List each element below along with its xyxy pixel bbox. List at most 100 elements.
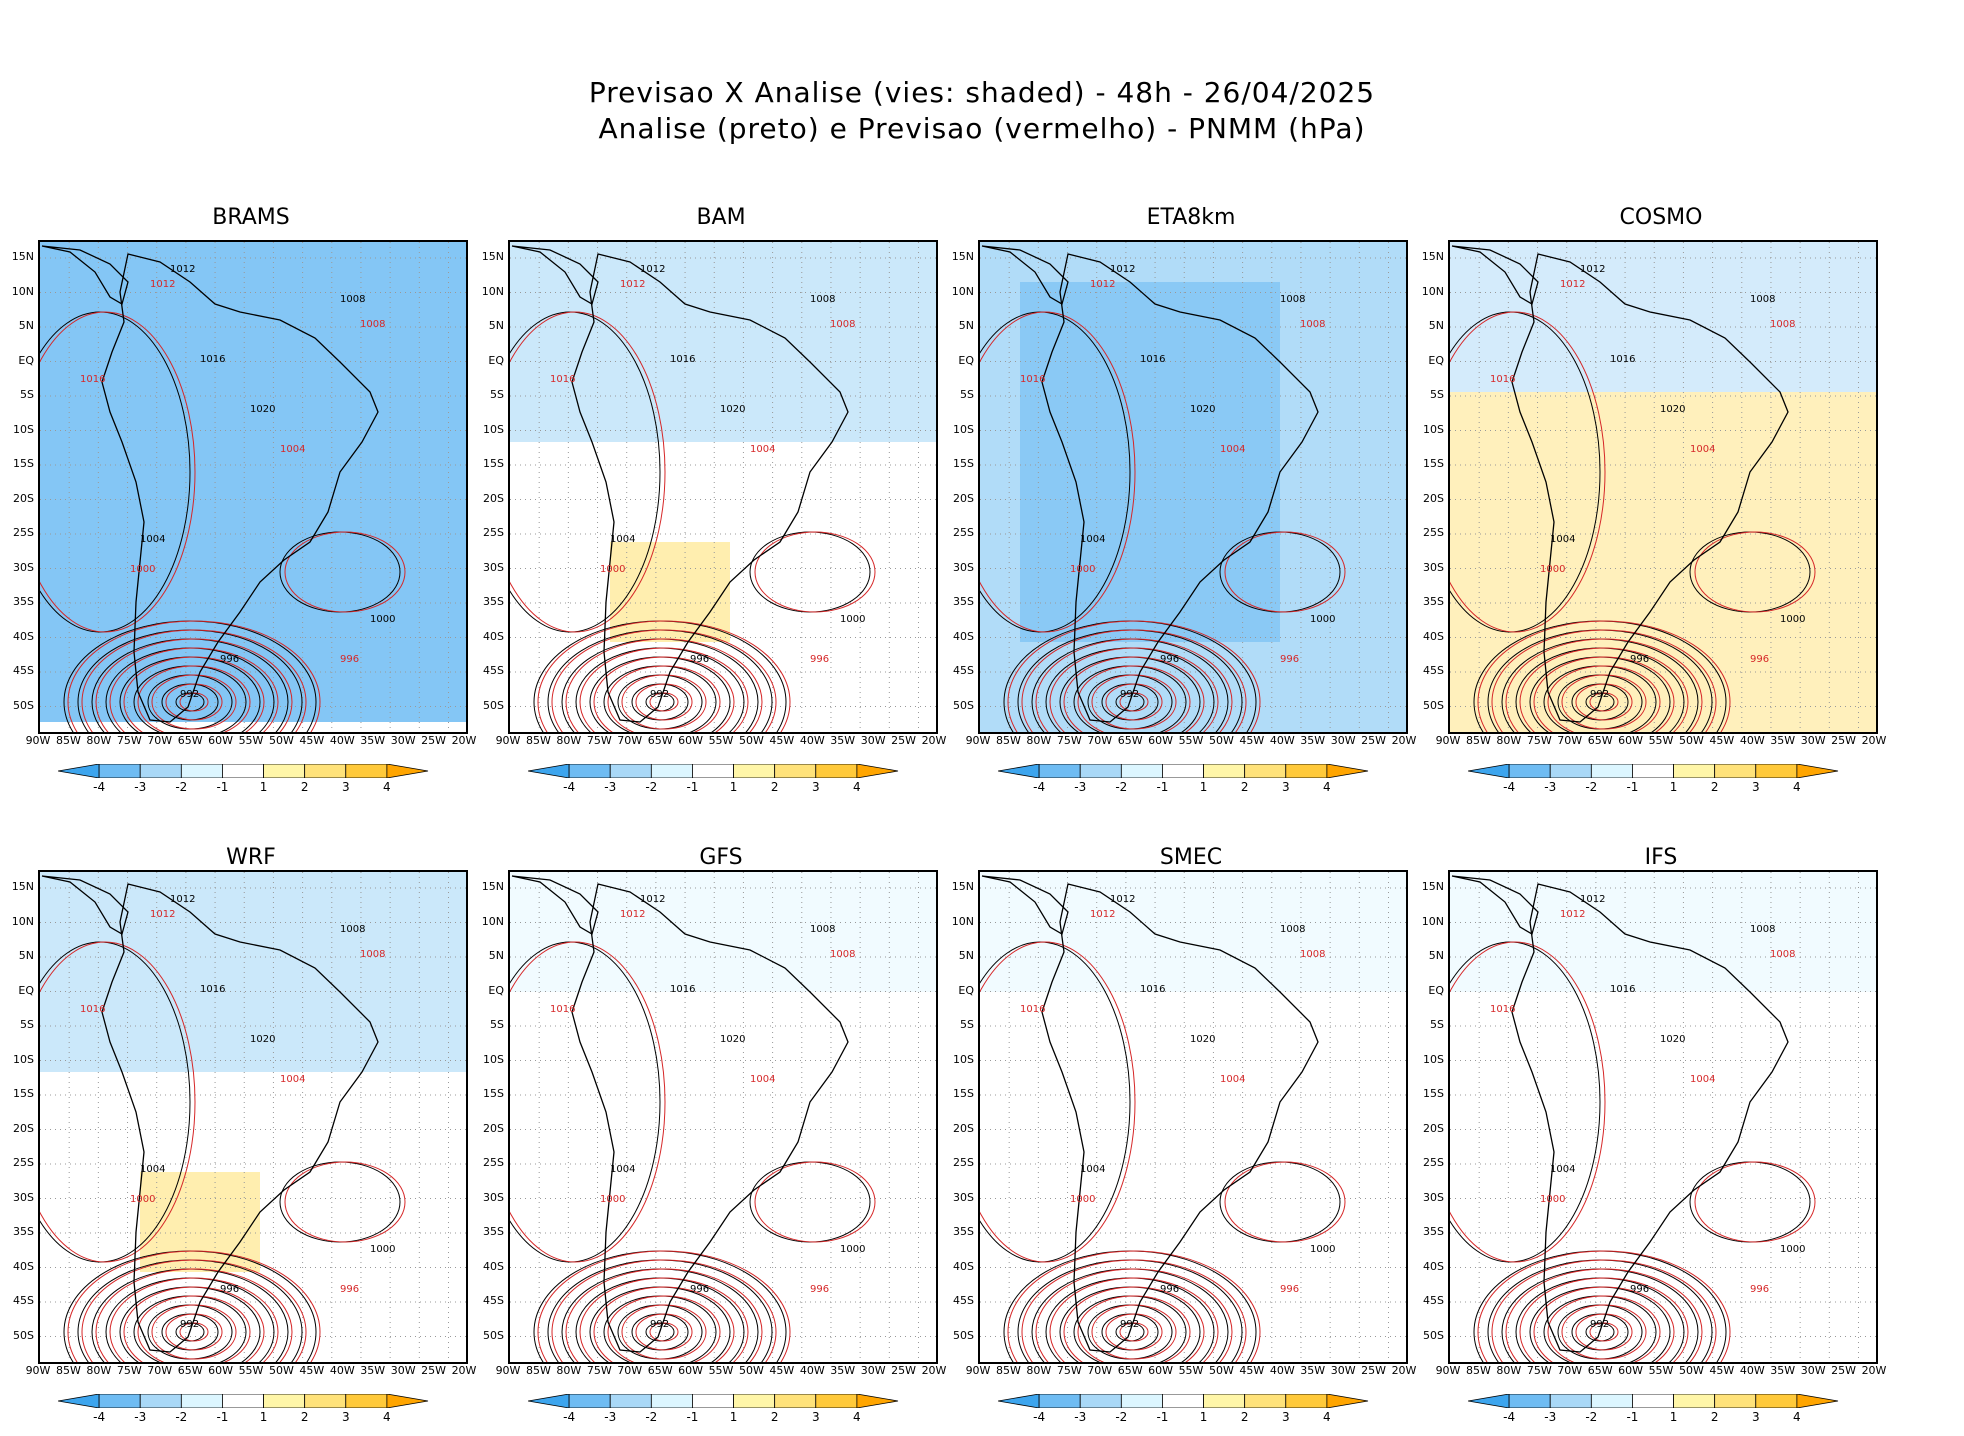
lon-tick-label: 40W	[329, 734, 355, 747]
forecast-contour-label: 1008	[360, 949, 385, 960]
colorbar-label: -2	[175, 780, 188, 794]
lat-tick-label: 30S	[1423, 1190, 1444, 1204]
colorbar	[1468, 1394, 1839, 1408]
isobar	[1063, 656, 1205, 732]
figure-subtitle: Analise (preto) e Previsao (vermelho) - …	[598, 112, 1366, 145]
coastline	[1041, 883, 1319, 1353]
analysis-contour-label: 1000	[840, 614, 865, 625]
analysis-contour-label: 996	[1160, 654, 1179, 665]
lat-tick-label: 45S	[483, 1294, 504, 1307]
isobar	[1119, 1322, 1149, 1342]
lat-tick-label: 30S	[953, 560, 974, 574]
colorbar-swatch	[1203, 764, 1246, 778]
isobar	[607, 1295, 721, 1362]
forecast-contour-label: 1000	[600, 1194, 625, 1205]
colorbar-label: -2	[1115, 1410, 1128, 1424]
analysis-contour-label: 1020	[1190, 404, 1215, 415]
lat-tick-label: 15N	[1421, 880, 1444, 893]
colorbar	[528, 764, 899, 778]
analysis-contour-label: 996	[1630, 1284, 1649, 1295]
colorbar-swatch	[345, 1394, 388, 1408]
lat-tick-label: 10N	[1421, 914, 1444, 928]
colorbar-swatch	[98, 764, 141, 778]
colorbar-label: 4	[383, 780, 391, 794]
panel-title: COSMO	[1619, 205, 1703, 230]
lat-tick-label: EQ	[488, 983, 504, 997]
forecast-contour-label: 1016	[1490, 374, 1515, 385]
colorbar-swatch	[1038, 1394, 1081, 1408]
lat-tick-label: 25S	[1423, 1156, 1444, 1169]
lat-tick-label: EQ	[1428, 353, 1444, 367]
colorbar	[1468, 764, 1839, 778]
isobar	[179, 1322, 209, 1342]
lon-tick-label: 40W	[1269, 734, 1295, 747]
coastline	[1511, 253, 1789, 723]
lat-tick-label: 30S	[953, 1190, 974, 1204]
lon-tick-label: 70W	[147, 734, 173, 747]
colorbar-label: 4	[853, 1410, 861, 1424]
analysis-contour-label: 1020	[1660, 404, 1685, 415]
analysis-contour-label: 992	[1590, 1319, 1609, 1330]
lon-tick-label: 45W	[769, 734, 795, 747]
colorbar-label: 1	[1199, 780, 1208, 794]
panel-title: BAM	[696, 205, 746, 230]
lon-tick-label: 80W	[1496, 734, 1522, 747]
analysis-contour-label: 1016	[670, 984, 695, 995]
isobar	[151, 1304, 237, 1360]
analysis-contour-label: 1008	[340, 924, 365, 935]
colorbar-swatch	[1508, 764, 1551, 778]
isobar	[1224, 1161, 1346, 1243]
forecast-contour-label: 1008	[830, 319, 855, 330]
analysis-contour-label: 996	[690, 1284, 709, 1295]
lat-tick-label: 5N	[18, 949, 34, 962]
isobar	[1547, 1295, 1661, 1362]
map-frame: 1012 1008 1016 1020 1004 1000 996 992 1012 1008 10…	[978, 870, 1408, 1364]
colorbar	[998, 1394, 1369, 1408]
isobar	[547, 629, 773, 732]
lat-tick-label: 5N	[1428, 949, 1444, 962]
coastline	[101, 253, 379, 723]
panel-title: WRF	[226, 845, 276, 870]
lon-tick-label: 90W	[495, 1364, 521, 1377]
lon-tick-label: 30W	[1330, 1364, 1356, 1377]
colorbar-label: 1	[259, 1410, 268, 1424]
analysis-contour-label: 1012	[170, 264, 195, 275]
lon-tick-label: 80W	[1026, 734, 1052, 747]
bias-shading	[510, 872, 936, 992]
lon-tick-label: 25W	[421, 1364, 446, 1377]
colorbar-label: 1	[729, 780, 738, 794]
isobar	[179, 692, 209, 712]
isobar	[40, 311, 196, 633]
analysis-contour-label: 1016	[200, 984, 225, 995]
lat-tick-label: EQ	[1428, 983, 1444, 997]
lat-tick-label: 5S	[20, 388, 34, 401]
lat-tick-label: 50S	[1423, 698, 1444, 712]
lon-tick-label: 90W	[965, 734, 991, 747]
analysis-contour-label: 996	[1160, 1284, 1179, 1295]
map-frame: 1012 1008 1016 1020 1004 1000 996 992 1012 1008 10…	[38, 240, 468, 734]
colorbar-swatch	[1162, 764, 1204, 778]
colorbar-swatch	[1755, 764, 1798, 778]
isobar	[40, 941, 196, 1263]
lat-tick-label: 25S	[483, 1156, 504, 1169]
colorbar-swatch	[98, 1394, 141, 1408]
lat-tick-label: 20S	[1423, 1121, 1444, 1135]
colorbar-swatch	[1244, 764, 1287, 778]
lon-tick-label: 35W	[360, 1364, 386, 1377]
coastline	[981, 245, 1069, 305]
isobar	[1450, 311, 1606, 633]
lat-tick-label: 50S	[13, 1328, 34, 1342]
lat-tick-label: 45S	[13, 664, 34, 677]
colorbar-label: -1	[216, 780, 229, 794]
analysis-contour-label: 992	[1590, 689, 1609, 700]
lat-tick-label: 5N	[488, 949, 504, 962]
colorbar-label: -3	[1544, 780, 1557, 794]
colorbar-label: -3	[604, 780, 617, 794]
isobar	[109, 1277, 279, 1362]
lon-tick-label: 25W	[1831, 1364, 1856, 1377]
lon-tick-label: 50W	[268, 1364, 294, 1377]
isobar	[593, 1286, 735, 1362]
analysis-contour-label: 1000	[1780, 614, 1805, 625]
colorbar-swatch	[139, 1394, 182, 1408]
isobar	[1505, 1268, 1703, 1362]
